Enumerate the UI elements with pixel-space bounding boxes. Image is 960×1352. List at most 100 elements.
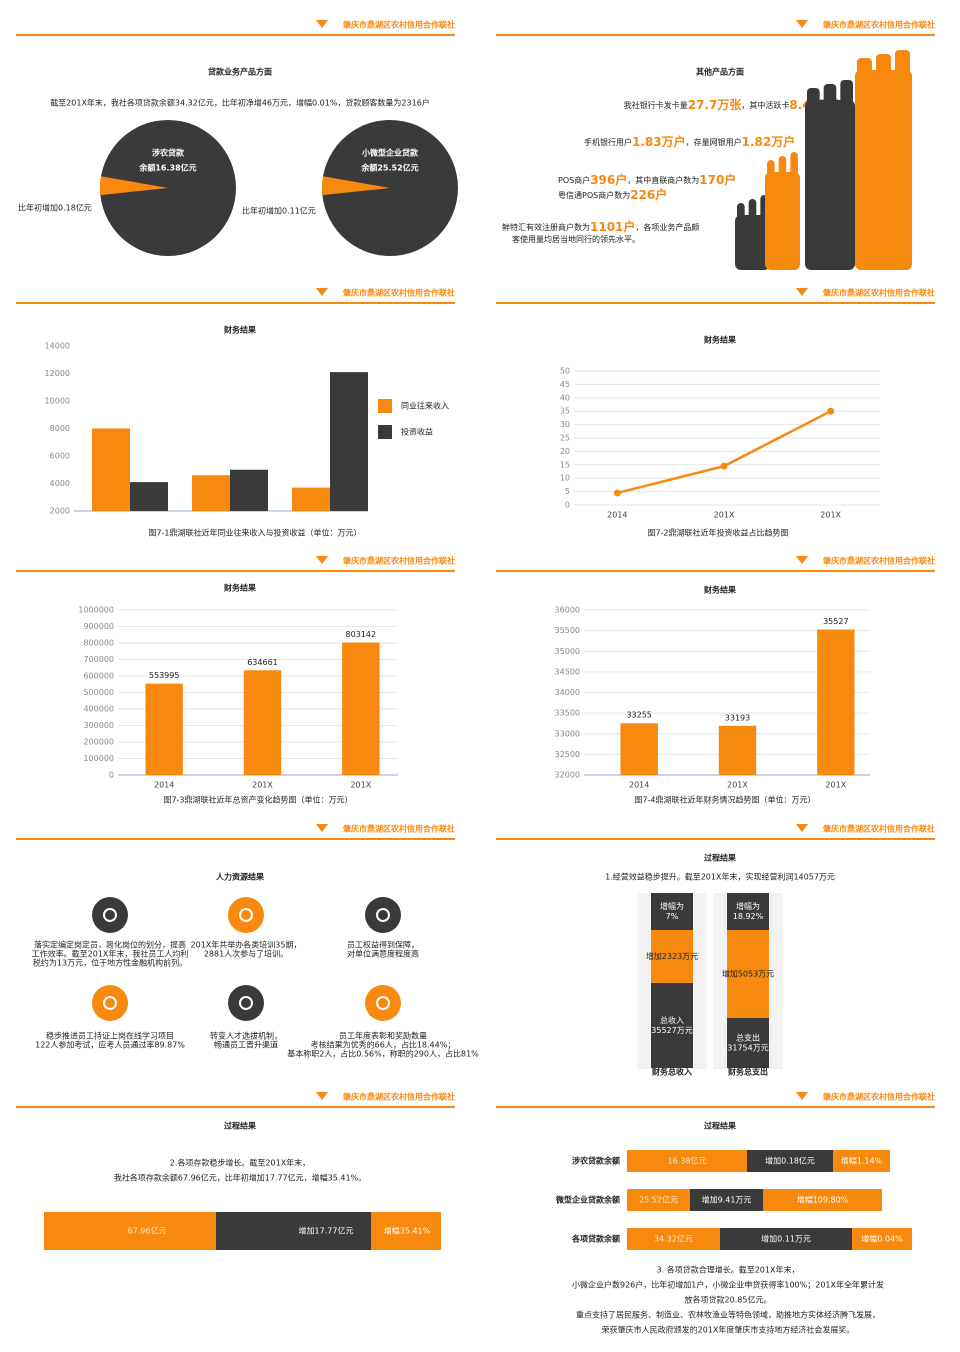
column-middle [727,930,769,1018]
y-tick-label: 900000 [83,622,114,631]
x-tick-label: 2014 [154,781,174,790]
brand: 肇庆市鼎湖区农村信用合作联社 [822,1092,935,1102]
logo [796,824,808,832]
text-part: ，存量网银用户 [686,137,742,147]
logo [316,288,328,296]
text-line: 粤信通POS商户数为226户 [558,187,667,202]
text-line: 放各项贷款20.85亿元。 [685,1295,772,1305]
y-tick-label: 35 [560,407,570,416]
text-part: 客使用量均居当地同行的领先水平。 [512,234,640,244]
slide-title: 贷款业务产品方面 [208,67,272,77]
y-tick-label: 30 [560,420,570,429]
text-line: 荣获肇庆市人民政府颁发的201X年度肇庆市支持地方经济社会发展奖。 [602,1325,855,1335]
y-tick-label: 200000 [83,738,114,747]
column-label: 增幅为 [736,901,760,911]
logo [316,20,328,28]
item-text: 工作效率。截至201X年末，我社员工人均利 [32,949,189,959]
brand: 肇庆市鼎湖区农村信用合作联社 [342,20,455,30]
logo [316,1092,328,1100]
finger [790,152,798,182]
bar [620,723,658,775]
slide-title: 财务结果 [703,335,736,345]
text-line: 鲜特汇有效注册商户数为1101户，各项业务产品颇 [502,219,699,234]
bar [342,642,380,775]
bar-segment [627,1228,720,1250]
pie-note: 比年初增加0.11亿元 [242,206,316,216]
x-tick-label: 2014 [629,781,649,790]
text-part: 我社银行卡发卡量 [624,100,688,110]
y-tick-label: 300000 [83,721,114,730]
pie-value: 余额25.52亿元 [360,163,418,173]
icon [92,985,128,1021]
finger [895,50,910,80]
y-tick-label: 400000 [83,705,114,714]
icon-glyph [103,996,117,1010]
text-part: ，各项业务产品颇 [635,222,699,232]
slide-title: 财务结果 [703,585,736,595]
y-tick-label: 25 [560,434,570,443]
text-line: 手机银行用户1.83万户，存量网银用户1.82万户 [584,134,795,149]
text-part: 1.82万户 [742,134,796,149]
column-label: 总支出 [736,1033,760,1043]
icon-glyph [376,908,390,922]
point [720,462,728,470]
x-tick-label: 201X [820,511,841,520]
y-tick-label: 36000 [555,606,580,615]
column-top [727,893,769,930]
slide-title: 财务结果 [223,583,256,593]
y-tick-label: 0 [109,771,114,780]
hand [855,70,912,270]
bar-segment [371,1212,441,1250]
y-tick-label: 20 [560,447,570,456]
point [827,407,835,415]
bar [817,629,855,775]
legend-label: 同业往来收入 [401,401,449,411]
item-text: 员工权益得到保障， [347,940,419,950]
text-part: POS商户 [558,175,590,185]
text-line: 客使用量均居当地同行的领先水平。 [512,234,640,244]
finger [823,84,837,114]
y-tick-label: 35000 [555,647,580,656]
y-tick-label: 6000 [50,452,70,461]
item-text: 基本称职2人，占比0.56%，称职的290人，占比81% [287,1049,479,1059]
item-text: 考核结果为优秀的66人，占比18.44%； [311,1040,456,1050]
bar-segment [852,1228,912,1250]
caption: 图7-4鼎湖联社近年财务情况趋势图（单位：万元） [634,795,815,805]
item-text: 201X年共举办各类培训35期， [191,940,302,950]
point [613,489,621,497]
row-label: 涉农贷款余额 [572,1156,620,1166]
item-text: 税约为13万元，位于地方性金融机构前列。 [33,958,187,968]
subtitle: 1.经营效益稳步提升。截至201X年末，实现经营利润14057万元 [605,872,835,882]
segment-label: 增加17.77亿元 [299,1226,354,1236]
y-tick-label: 8000 [50,424,70,433]
x-tick-label: 201X [252,781,273,790]
bar [330,372,368,511]
finger [778,156,787,186]
x-tick-label: 201X [825,781,846,790]
finger [876,54,891,84]
bar [192,475,230,511]
segment-label: 34.32亿元 [654,1234,693,1244]
icon-glyph [239,908,253,922]
y-tick-label: 100000 [83,754,114,763]
column-label: 增加5053万元 [722,969,774,979]
pie-label: 涉农贷款 [152,148,185,158]
text-part: 170户 [699,172,736,187]
y-tick-label: 500000 [83,688,114,697]
column-name: 财务总支出 [727,1067,768,1077]
item-text: 员工年度表彰和奖励数量 [339,1031,427,1041]
bar [145,683,183,775]
bar-segment [833,1150,890,1172]
bar [92,428,130,511]
legend-swatch [378,425,392,439]
column-name: 财务总收入 [651,1067,692,1077]
y-tick-label: 33500 [555,709,580,718]
bar-segment [690,1189,763,1211]
y-tick-label: 600000 [83,672,114,681]
slide-title: 过程结果 [704,853,736,863]
legend-swatch [378,399,392,413]
data-label: 33255 [626,711,651,720]
y-tick-label: 1000000 [78,606,114,615]
text-line: 小微企业户数926户，比年初增加1户，小微企业申贷获得率100%；201X年全年… [572,1280,884,1290]
